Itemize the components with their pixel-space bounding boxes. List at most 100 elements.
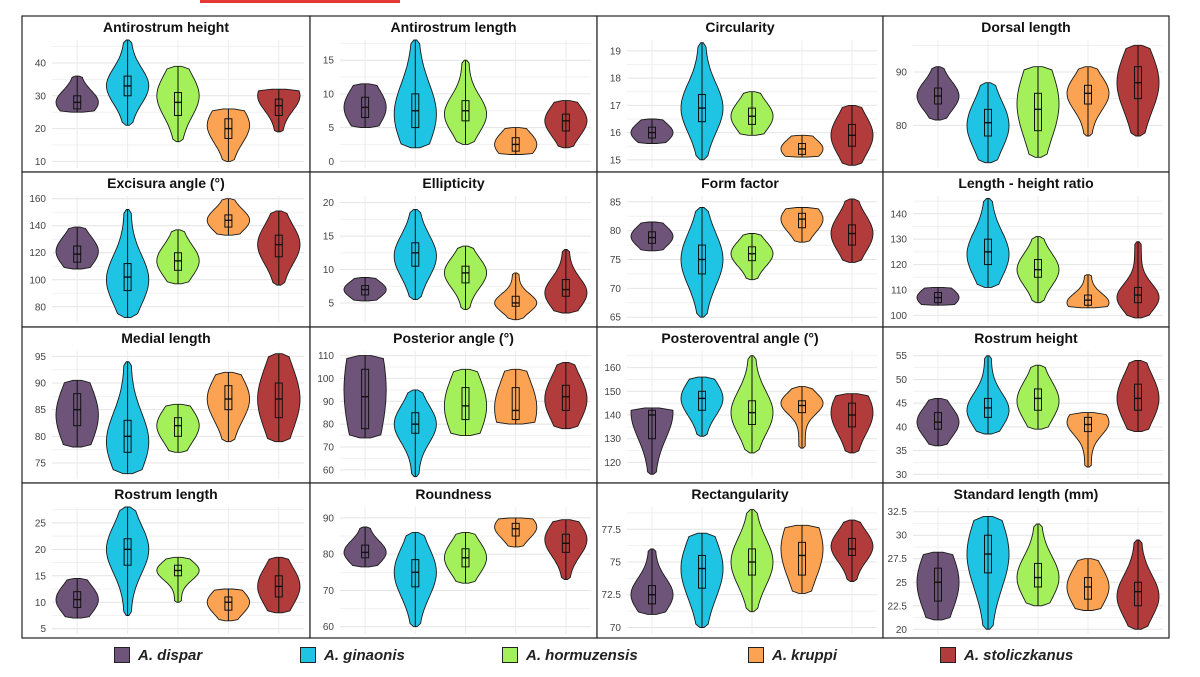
- violin-box: [174, 92, 182, 116]
- y-tick-label: 27.5: [888, 554, 908, 565]
- panel-title: Form factor: [701, 175, 779, 191]
- violin-box: [361, 544, 370, 559]
- legend-label: A. dispar: [138, 646, 203, 664]
- violin-box: [123, 538, 132, 566]
- y-tick-label: 75: [610, 557, 622, 568]
- panel-title: Standard length (mm): [954, 486, 1099, 502]
- y-tick-label: 80: [323, 420, 335, 431]
- violin-chart-grid: Antirostrum height 10 20 30 40 Antirostrum le…: [21, 15, 1170, 639]
- legend: A. dispar A. ginaonis A. hormuzensis A. …: [0, 640, 1200, 670]
- y-tick-label: 22.5: [888, 601, 908, 612]
- y-tick-label: 45: [896, 399, 908, 410]
- y-tick-label: 30: [896, 470, 908, 481]
- legend-swatch: [300, 647, 316, 663]
- violin-box: [648, 409, 656, 440]
- y-tick-label: 10: [323, 265, 335, 276]
- panel-title: Dorsal length: [981, 19, 1070, 35]
- violin-box: [274, 98, 283, 116]
- violin-box: [698, 390, 706, 411]
- violin-box: [1084, 84, 1092, 105]
- panel-title: Ellipticity: [422, 175, 484, 191]
- panel-title: Antirostrum height: [103, 19, 229, 35]
- violin-box: [848, 537, 856, 556]
- y-tick-label: 90: [323, 397, 335, 408]
- violin-box: [1034, 388, 1042, 411]
- y-tick-label: 90: [323, 513, 335, 524]
- y-tick-label: 70: [610, 284, 622, 295]
- violin-box: [934, 412, 942, 430]
- y-tick-label: 70: [323, 586, 335, 597]
- violin-box: [561, 384, 570, 411]
- y-tick-label: 35: [896, 446, 908, 457]
- violin-box: [698, 554, 706, 589]
- y-tick-label: 20: [35, 124, 47, 135]
- y-tick-label: 70: [323, 443, 335, 454]
- violin-box: [411, 242, 420, 267]
- violin-panel: Antirostrum length 0 5 10 15: [309, 15, 598, 173]
- panel-title: Roundness: [415, 486, 491, 502]
- y-tick-label: 55: [896, 351, 908, 362]
- violin-panel: Excisura angle (°) 80 100 120 140 160: [21, 171, 311, 328]
- y-tick-label: 150: [604, 387, 621, 398]
- violin-box: [461, 265, 470, 284]
- y-tick-label: 65: [610, 313, 622, 324]
- violin-box: [1034, 259, 1042, 278]
- violin-panel: Standard length (mm) 20 22.5 25 27.5 30 32.5: [882, 482, 1170, 639]
- violin-box: [461, 387, 470, 421]
- violin-panel: Rectangularity 70 72.5 75 77.5: [596, 482, 884, 639]
- panel-title: Circularity: [705, 19, 774, 35]
- y-tick-label: 80: [610, 226, 622, 237]
- y-tick-label: 80: [896, 121, 908, 132]
- violin-panel: Circularity 15 16 17 18 19: [596, 15, 884, 173]
- violin-box: [1034, 562, 1042, 588]
- violin-box: [411, 559, 420, 588]
- panel-title: Length - height ratio: [958, 175, 1093, 191]
- legend-swatch: [114, 647, 130, 663]
- y-tick-label: 80: [323, 550, 335, 561]
- panel-title: Medial length: [121, 330, 210, 346]
- y-tick-label: 20: [323, 198, 335, 209]
- violin-panel: Roundness 60 70 80 90: [309, 482, 598, 639]
- y-tick-label: 100: [890, 311, 907, 322]
- y-tick-label: 120: [29, 248, 46, 259]
- legend-swatch: [748, 647, 764, 663]
- violin-panel: Posteroventral angle (°) 120 130 140 150 160: [596, 326, 884, 484]
- y-tick-label: 15: [610, 155, 622, 166]
- y-tick-label: 120: [604, 458, 621, 469]
- y-tick-label: 100: [317, 374, 334, 385]
- panel-title: Rostrum length: [114, 486, 217, 502]
- violin-box: [1084, 577, 1092, 600]
- panel-title: Rostrum height: [974, 330, 1078, 346]
- y-tick-label: 16: [610, 128, 622, 139]
- y-tick-label: 20: [896, 625, 908, 636]
- y-tick-label: 100: [29, 275, 46, 286]
- y-tick-label: 40: [35, 58, 47, 69]
- y-tick-label: 40: [896, 422, 908, 433]
- panel-title: Posteroventral angle (°): [661, 330, 818, 346]
- y-tick-label: 160: [604, 363, 621, 374]
- violin-box: [274, 382, 283, 419]
- violin-box: [1134, 581, 1142, 607]
- y-tick-label: 130: [604, 434, 621, 445]
- y-tick-label: 85: [35, 405, 47, 416]
- legend-swatch: [940, 647, 956, 663]
- legend-label: A. hormuzensis: [526, 646, 638, 664]
- y-tick-label: 130: [890, 235, 907, 246]
- legend-item-stoliczkanus: A. stoliczkanus: [940, 644, 1073, 666]
- violin-panel: Posterior angle (°) 60 70 80 90 100 110: [309, 326, 598, 484]
- y-tick-label: 0: [328, 157, 334, 168]
- y-tick-label: 90: [896, 68, 908, 79]
- y-tick-label: 30: [35, 91, 47, 102]
- panel-title: Rectangularity: [691, 486, 788, 502]
- violin-box: [224, 596, 233, 611]
- y-tick-label: 10: [35, 157, 47, 168]
- y-tick-label: 140: [29, 221, 46, 232]
- violin-panel: Medial length 75 80 85 90 95: [21, 326, 311, 484]
- legend-label: A. kruppi: [772, 646, 838, 664]
- violin-panel: Dorsal length 80 90: [882, 15, 1170, 173]
- panel-title: Antirostrum length: [391, 19, 517, 35]
- violin-box: [224, 385, 233, 411]
- y-tick-label: 72.5: [602, 590, 622, 601]
- y-tick-label: 18: [610, 74, 622, 85]
- y-tick-label: 17: [610, 101, 622, 112]
